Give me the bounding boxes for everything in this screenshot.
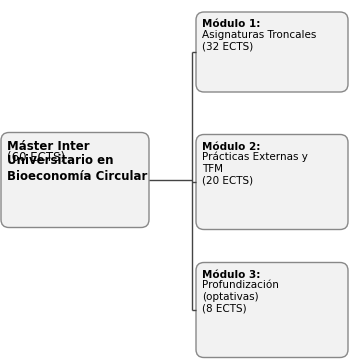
Text: Módulo 3:: Módulo 3:: [202, 270, 260, 279]
Text: Módulo 2:: Módulo 2:: [202, 141, 260, 152]
FancyBboxPatch shape: [196, 135, 348, 230]
FancyBboxPatch shape: [196, 262, 348, 357]
Text: Prácticas Externas y
TFM
(20 ECTS): Prácticas Externas y TFM (20 ECTS): [202, 152, 308, 186]
Text: (60 ECTS): (60 ECTS): [7, 152, 65, 165]
Text: Profundización
(optativas)
(8 ECTS): Profundización (optativas) (8 ECTS): [202, 280, 279, 313]
Text: Módulo 1:: Módulo 1:: [202, 19, 260, 29]
FancyBboxPatch shape: [196, 12, 348, 92]
Text: Máster Inter
Universitario en
Bioeconomía Circular: Máster Inter Universitario en Bioeconomí…: [7, 139, 147, 183]
FancyBboxPatch shape: [1, 132, 149, 228]
Text: Asignaturas Troncales
(32 ECTS): Asignaturas Troncales (32 ECTS): [202, 30, 316, 51]
